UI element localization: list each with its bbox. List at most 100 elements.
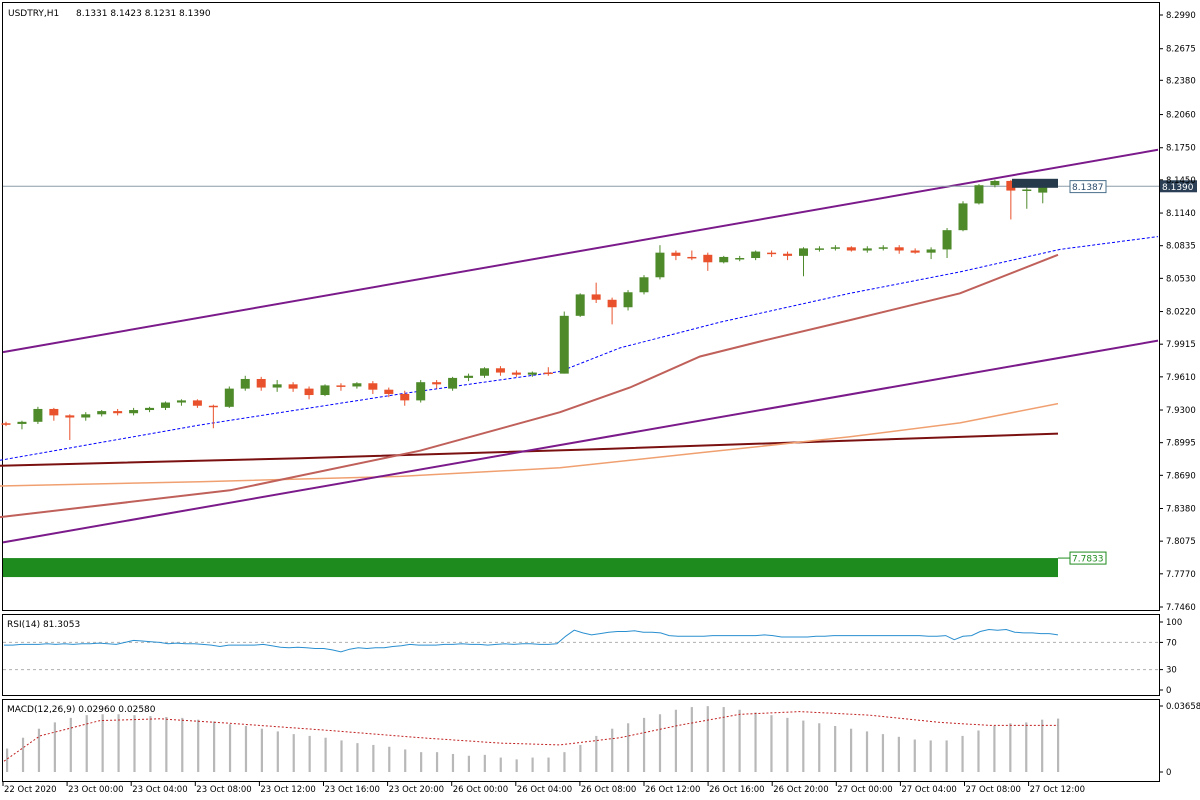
macd-histogram-bar <box>37 728 41 772</box>
macd-histogram-bar <box>706 706 709 772</box>
candle-bull <box>623 292 633 308</box>
candle-bear <box>607 299 617 308</box>
y-tick-label: 8.2675 <box>1166 45 1196 55</box>
rsi-tick-label: 0 <box>1166 686 1171 696</box>
macd-histogram-bar <box>627 723 630 772</box>
candle-bull <box>1022 189 1032 191</box>
macd-histogram-bar <box>467 755 471 772</box>
rsi-tick-label: 100 <box>1166 618 1182 628</box>
macd-histogram-bar <box>6 748 9 772</box>
candle-bull <box>527 372 537 375</box>
macd-histogram-bar <box>276 731 279 772</box>
candle-bear <box>336 385 346 387</box>
rsi-label: RSI(14) 81.3053 <box>7 620 80 630</box>
candle-bear <box>543 372 553 375</box>
candle-bear <box>49 408 59 416</box>
candle-bear <box>591 294 601 300</box>
macd-histogram-bar <box>818 723 821 772</box>
pending-order-box <box>1012 178 1058 188</box>
macd-histogram-bar <box>308 735 311 772</box>
main-layer: 7.7833 8.1387 8.1390 <box>0 148 1197 578</box>
x-tick-label: 26 Oct 00:00 <box>453 785 508 795</box>
candle-bear <box>400 393 410 401</box>
candle-bull <box>161 402 170 408</box>
macd-histogram-bar <box>738 709 741 772</box>
macd-histogram-bar <box>181 717 184 772</box>
macd-histogram-bar <box>133 715 136 772</box>
x-tick-label: 26 Oct 16:00 <box>709 785 764 795</box>
channel-upper-line[interactable] <box>2 148 1159 354</box>
x-tick-label: 23 Oct 12:00 <box>260 785 315 795</box>
macd-histogram-bar <box>642 717 646 772</box>
candle-bull <box>990 180 1000 186</box>
candle-bear <box>495 368 505 373</box>
candle-bear <box>910 250 920 253</box>
ma-long-line <box>0 432 1059 467</box>
macd-histogram-bar <box>244 725 248 772</box>
candle-bear <box>384 389 394 394</box>
macd-histogram-bar <box>961 735 964 772</box>
macd-histogram-bar <box>149 716 152 772</box>
y-tick-label: 7.9915 <box>1166 340 1196 350</box>
macd-histogram-bar <box>324 737 327 772</box>
macd-histogram-bar <box>499 757 502 772</box>
candle-bear <box>304 388 314 396</box>
y-tick-label: 8.0835 <box>1166 242 1196 252</box>
macd-histogram-bar <box>117 714 120 772</box>
candle-bull <box>97 411 107 415</box>
macd-histogram-bar <box>531 757 534 772</box>
macd-histogram-bar <box>388 746 391 772</box>
zone-price-label: 7.7833 <box>1072 555 1104 565</box>
channel-lower-line[interactable] <box>2 339 1159 544</box>
candle-bear <box>208 405 218 408</box>
macd-histogram-bar <box>165 716 168 772</box>
candle-bull <box>81 414 91 418</box>
channel-price-label: 8.1387 <box>1072 183 1104 193</box>
rsi-line <box>4 628 1059 653</box>
ma-mid-line <box>0 253 1059 519</box>
y-tick-label: 7.8075 <box>1166 537 1196 547</box>
candle-bull <box>352 383 362 387</box>
macd-histogram-bar <box>1041 719 1044 772</box>
macd-histogram-bar <box>435 752 439 772</box>
candle-bull <box>448 377 458 389</box>
x-tick-label: 23 Oct 00:00 <box>68 785 123 795</box>
candle-bear <box>783 253 793 256</box>
x-tick-label: 23 Oct 08:00 <box>196 785 251 795</box>
macd-histogram-bar <box>563 752 566 772</box>
x-tick-label: 27 Oct 04:00 <box>901 785 956 795</box>
candle-bull <box>224 388 234 407</box>
candle-bear <box>687 256 697 259</box>
macd-histogram-bar <box>993 725 996 772</box>
ohlc-text: 8.1331 8.1423 8.1231 8.1390 <box>76 9 211 19</box>
candle-bull <box>33 408 43 422</box>
candle-bull <box>878 247 888 249</box>
macd-histogram-bar <box>865 731 869 772</box>
y-tick-label: 8.0220 <box>1166 308 1196 318</box>
x-tick-label: 26 Oct 08:00 <box>581 785 636 795</box>
candle-bull <box>240 378 250 389</box>
macd-histogram-bar <box>579 744 582 772</box>
macd-histogram-bar <box>101 714 104 772</box>
macd-histogram-bar <box>228 724 232 772</box>
macd-histogram-bar <box>690 707 693 772</box>
macd-histogram-bar <box>69 717 72 772</box>
candle-bear <box>288 384 298 389</box>
candle-bull <box>862 248 872 251</box>
candle-bear <box>65 415 75 418</box>
x-tick-label: 23 Oct 16:00 <box>325 785 380 795</box>
candle-bear <box>767 252 777 255</box>
macd-histogram-bar <box>834 725 837 772</box>
macd-signal-line <box>3 711 1058 762</box>
y-tick-label: 8.1140 <box>1166 209 1196 219</box>
candle-bull <box>575 294 585 316</box>
macd-histogram-bar <box>1057 718 1060 772</box>
candle-bear <box>256 378 266 388</box>
macd-histogram-bar <box>611 728 614 772</box>
candle-bear <box>368 383 378 390</box>
macd-histogram-bar <box>913 739 916 772</box>
y-tick-label: 7.9610 <box>1166 373 1196 383</box>
candle-bull <box>145 407 155 411</box>
zone-price-box <box>1069 551 1107 565</box>
candle-bull <box>272 384 282 388</box>
